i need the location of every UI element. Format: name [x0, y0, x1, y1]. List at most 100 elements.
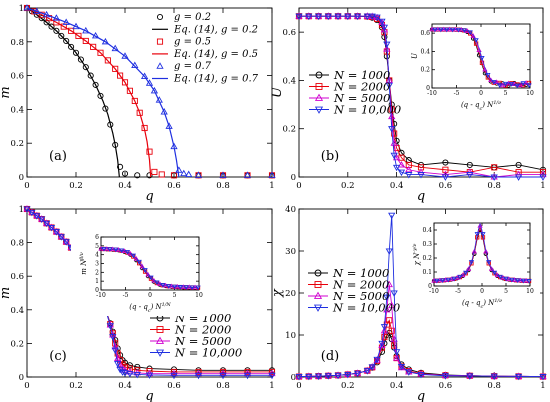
axis-x-tick-label: 0.6: [167, 381, 181, 391]
inset-data-point: [154, 280, 160, 286]
inset-axis-x-tick-label: 5: [173, 292, 177, 299]
inset-data-point: [439, 278, 446, 284]
data-point: [417, 371, 425, 379]
data-point: [33, 213, 41, 220]
axis-x-tick-label: 1: [269, 181, 274, 191]
inset-axis-x-tick-label: 10: [195, 292, 203, 299]
inset-data-point: [480, 232, 486, 237]
inset-axis-y-tick-label: 0.3: [422, 241, 432, 248]
data-point: [334, 372, 342, 380]
data-point: [405, 172, 413, 179]
data-point: [194, 372, 203, 380]
data-point: [126, 87, 133, 94]
data-point: [146, 148, 153, 155]
data-point: [514, 174, 523, 181]
inset-data-point: [165, 284, 172, 289]
data-point: [380, 326, 389, 334]
axis-y-tick-label: 0.8: [10, 239, 24, 249]
data-point: [133, 371, 141, 379]
data-point: [390, 152, 398, 160]
inset-data-point: [470, 33, 476, 38]
legend-marker: [314, 93, 324, 101]
data-point: [118, 369, 127, 376]
legend-label: N = 10,000: [174, 346, 242, 360]
data-point: [390, 290, 398, 297]
axis-x-tick-label: 1: [269, 381, 274, 391]
data-point: [117, 72, 124, 79]
inset-data-point: [476, 47, 482, 53]
data-point: [52, 229, 61, 236]
data-point: [170, 172, 178, 179]
axis-y-tick-label: 0: [19, 373, 24, 383]
data-point: [539, 374, 547, 381]
data-point: [491, 164, 498, 171]
data-point: [405, 165, 413, 173]
data-point: [136, 109, 143, 116]
data-point: [195, 368, 202, 376]
data-point: [268, 171, 276, 178]
data-point: [38, 15, 45, 22]
data-point: [388, 126, 396, 133]
data-point: [368, 364, 376, 371]
inset-data-point: [468, 260, 475, 265]
data-point: [353, 370, 362, 378]
data-point: [145, 372, 154, 379]
inset-data-point: [488, 266, 495, 271]
axis-y-tick-label: 40: [285, 205, 296, 215]
data-point: [126, 371, 134, 378]
data-point: [219, 368, 227, 376]
data-point: [305, 13, 313, 21]
legend-marker: [156, 38, 164, 45]
data-point: [28, 209, 36, 217]
inset-data-point: [479, 55, 485, 61]
data-point: [97, 92, 104, 99]
x-axis-label: q: [145, 189, 153, 204]
data-point: [146, 172, 153, 179]
inset-data-point: [432, 27, 438, 33]
axis-x-tick-label: 0.8: [216, 181, 230, 191]
inset-y-label: χ N-γ/ν: [412, 244, 421, 267]
data-point: [219, 171, 227, 178]
inset-axis-x-tick-label: 0: [479, 90, 483, 97]
legend-label: N = 10,000: [333, 103, 401, 117]
legend-label: g = 0.2: [174, 12, 211, 23]
data-point: [398, 154, 405, 161]
data-point: [515, 161, 522, 168]
legend-label: g = 0.5: [174, 37, 211, 48]
inset-axis-y-tick-label: 6: [95, 234, 99, 241]
x-axis-label: q: [145, 389, 153, 402]
inset-axis-y-tick-label: 2: [95, 269, 99, 276]
data-point: [392, 354, 401, 361]
data-point: [378, 341, 386, 349]
axis-y-tick-label: 0.6: [10, 272, 24, 282]
panel-label: (c): [49, 349, 66, 364]
axis-x-tick-label: 0.4: [390, 181, 404, 191]
legend-marker: [155, 349, 165, 357]
data-point: [373, 356, 381, 364]
inset-data-point: [189, 285, 195, 291]
data-point: [23, 4, 31, 11]
data-point: [417, 172, 425, 179]
series-line: [299, 15, 543, 178]
legend-label: Eq. (14), g = 0.7: [173, 74, 259, 85]
data-point: [53, 27, 60, 34]
data-point: [391, 130, 398, 137]
data-point: [368, 13, 376, 21]
data-point: [48, 23, 55, 30]
data-point: [268, 372, 276, 380]
inset-data-point: [101, 246, 107, 252]
data-point: [112, 65, 119, 72]
data-point: [175, 166, 183, 173]
data-point: [268, 368, 276, 376]
legend-marker: [156, 13, 164, 21]
data-point: [140, 72, 149, 79]
inset-data-point: [473, 38, 479, 43]
inset-data-point: [483, 248, 489, 254]
inset-data-point: [491, 270, 498, 276]
data-point: [397, 169, 406, 177]
data-point: [295, 13, 303, 21]
inset-axis-y-tick-label: 0.6: [420, 30, 430, 37]
legend-marker: [315, 83, 323, 90]
inset-data-point: [113, 247, 119, 253]
axis-x-tick-label: 0.2: [341, 381, 355, 391]
